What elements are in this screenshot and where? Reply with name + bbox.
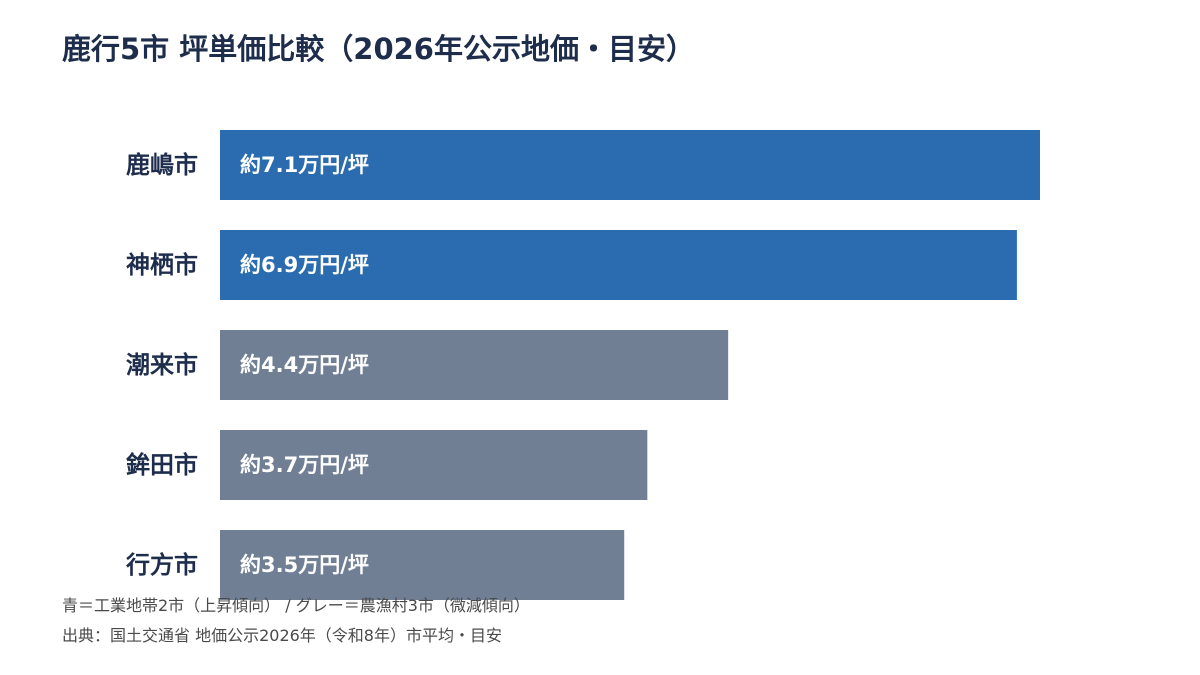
bar-2	[220, 230, 1017, 300]
value-label-5: 約3.5万円/坪	[240, 553, 369, 577]
legend-note: 青＝工業地帯2市（上昇傾向） / グレー＝農漁村3市（微減傾向）	[62, 596, 530, 615]
value-label-2: 約6.9万円/坪	[240, 253, 369, 277]
category-label-5: 行方市	[125, 551, 198, 579]
value-label-1: 約7.1万円/坪	[240, 153, 369, 177]
bar-4	[220, 430, 648, 500]
category-label-1: 鹿嶋市	[126, 151, 198, 179]
chart-title: 鹿行5市 坪単価比較（2026年公示地価・目安）	[62, 32, 695, 66]
value-label-3: 約4.4万円/坪	[240, 353, 369, 377]
bar-1	[220, 130, 1040, 200]
value-label-4: 約3.7万円/坪	[240, 453, 369, 477]
bar-3	[220, 330, 729, 400]
category-label-2: 神栖市	[126, 251, 198, 279]
category-label-3: 潮来市	[126, 351, 198, 379]
category-label-4: 鉾田市	[126, 451, 198, 479]
source-note: 出典：国土交通省 地価公示2026年（令和8年）市平均・目安	[62, 626, 502, 645]
bar-5	[220, 530, 625, 600]
